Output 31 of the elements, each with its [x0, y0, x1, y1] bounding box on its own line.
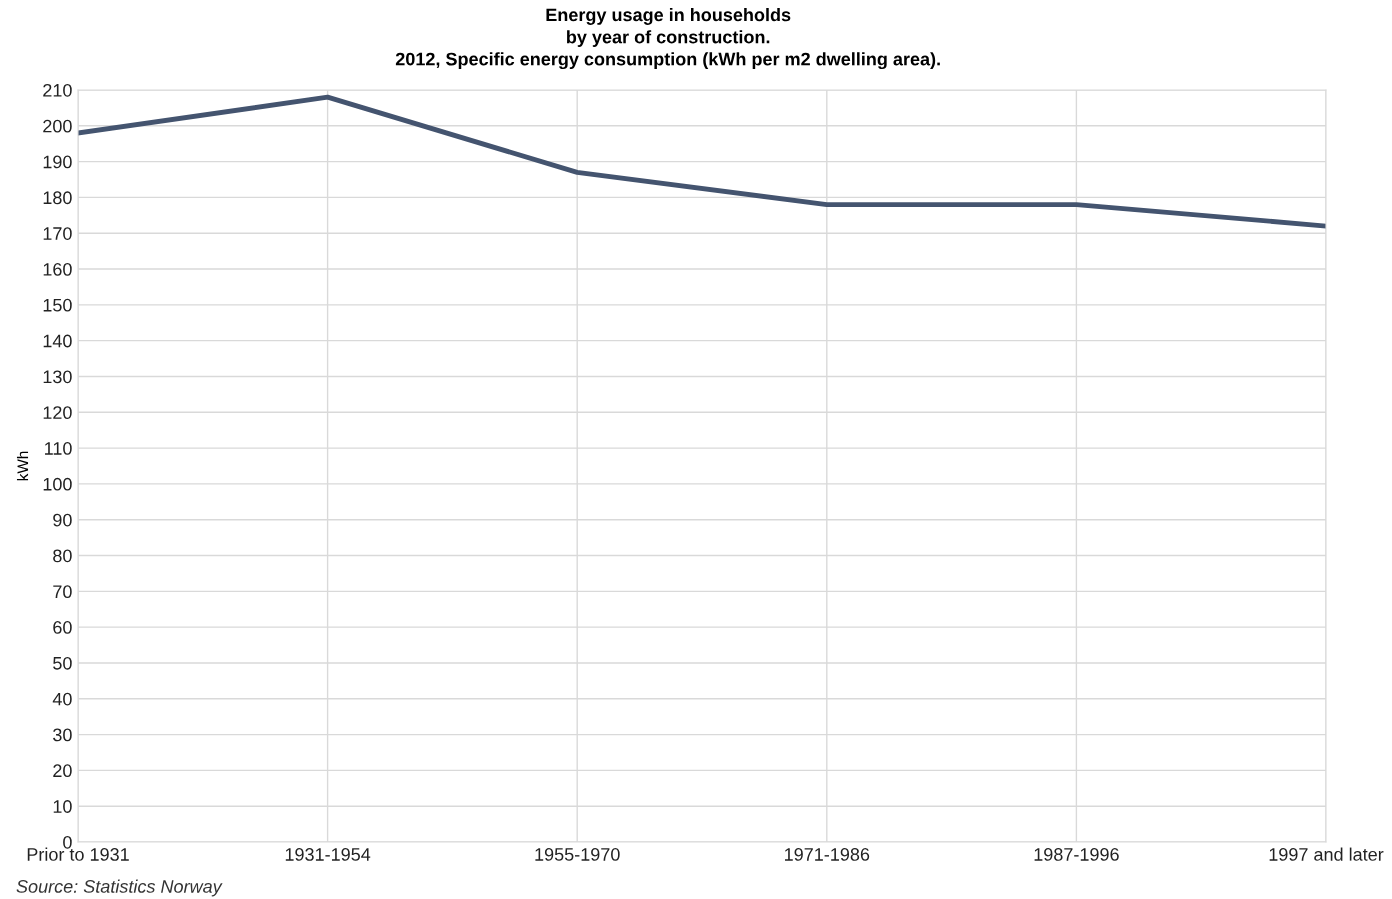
- x-tick-label: 1955-1970: [535, 848, 620, 861]
- y-tick-label: 130: [43, 370, 72, 384]
- y-tick-label: 70: [53, 585, 72, 599]
- line-series: [78, 94, 1326, 229]
- y-tick-label: 190: [43, 155, 72, 169]
- chart-title: Energy usage in households by year of construction. 2012, Specific energy consumption (kWh per m2 dwelling area).: [395, 8, 940, 70]
- y-tick-label: 20: [53, 764, 72, 778]
- source-note: Source: Statistics Norway: [16, 879, 223, 897]
- y-tick-label: 40: [52, 692, 72, 706]
- y-tick-label: 10: [53, 800, 72, 813]
- y-tick-label: 140: [43, 334, 72, 348]
- y-tick-label: 100: [43, 477, 72, 491]
- y-tick-label: 120: [43, 406, 72, 420]
- x-tick-label: 1997 and later: [1269, 847, 1384, 861]
- y-tick-label: 150: [43, 298, 72, 312]
- y-tick-label: 90: [53, 513, 72, 527]
- y-axis-title: kWh: [16, 451, 29, 481]
- y-tick-label: 0: [63, 835, 72, 849]
- y-tick-label: 80: [53, 549, 72, 563]
- y-tick-label: 110: [45, 442, 72, 455]
- x-tick-label: 1987-1996: [1034, 848, 1119, 861]
- y-tick-label: 30: [53, 728, 72, 742]
- y-tick-label: 170: [43, 227, 72, 240]
- y-tick-label: 60: [53, 621, 72, 634]
- y-tick-label: 180: [43, 191, 72, 205]
- y-tick-label: 160: [43, 262, 72, 276]
- y-tick-label: 210: [43, 83, 72, 97]
- y-tick-label: 200: [43, 119, 72, 133]
- x-tick-label: 1971-1986: [785, 848, 870, 861]
- y-tick-label: 50: [53, 656, 72, 670]
- x-tick-label: 1931-1954: [285, 848, 371, 861]
